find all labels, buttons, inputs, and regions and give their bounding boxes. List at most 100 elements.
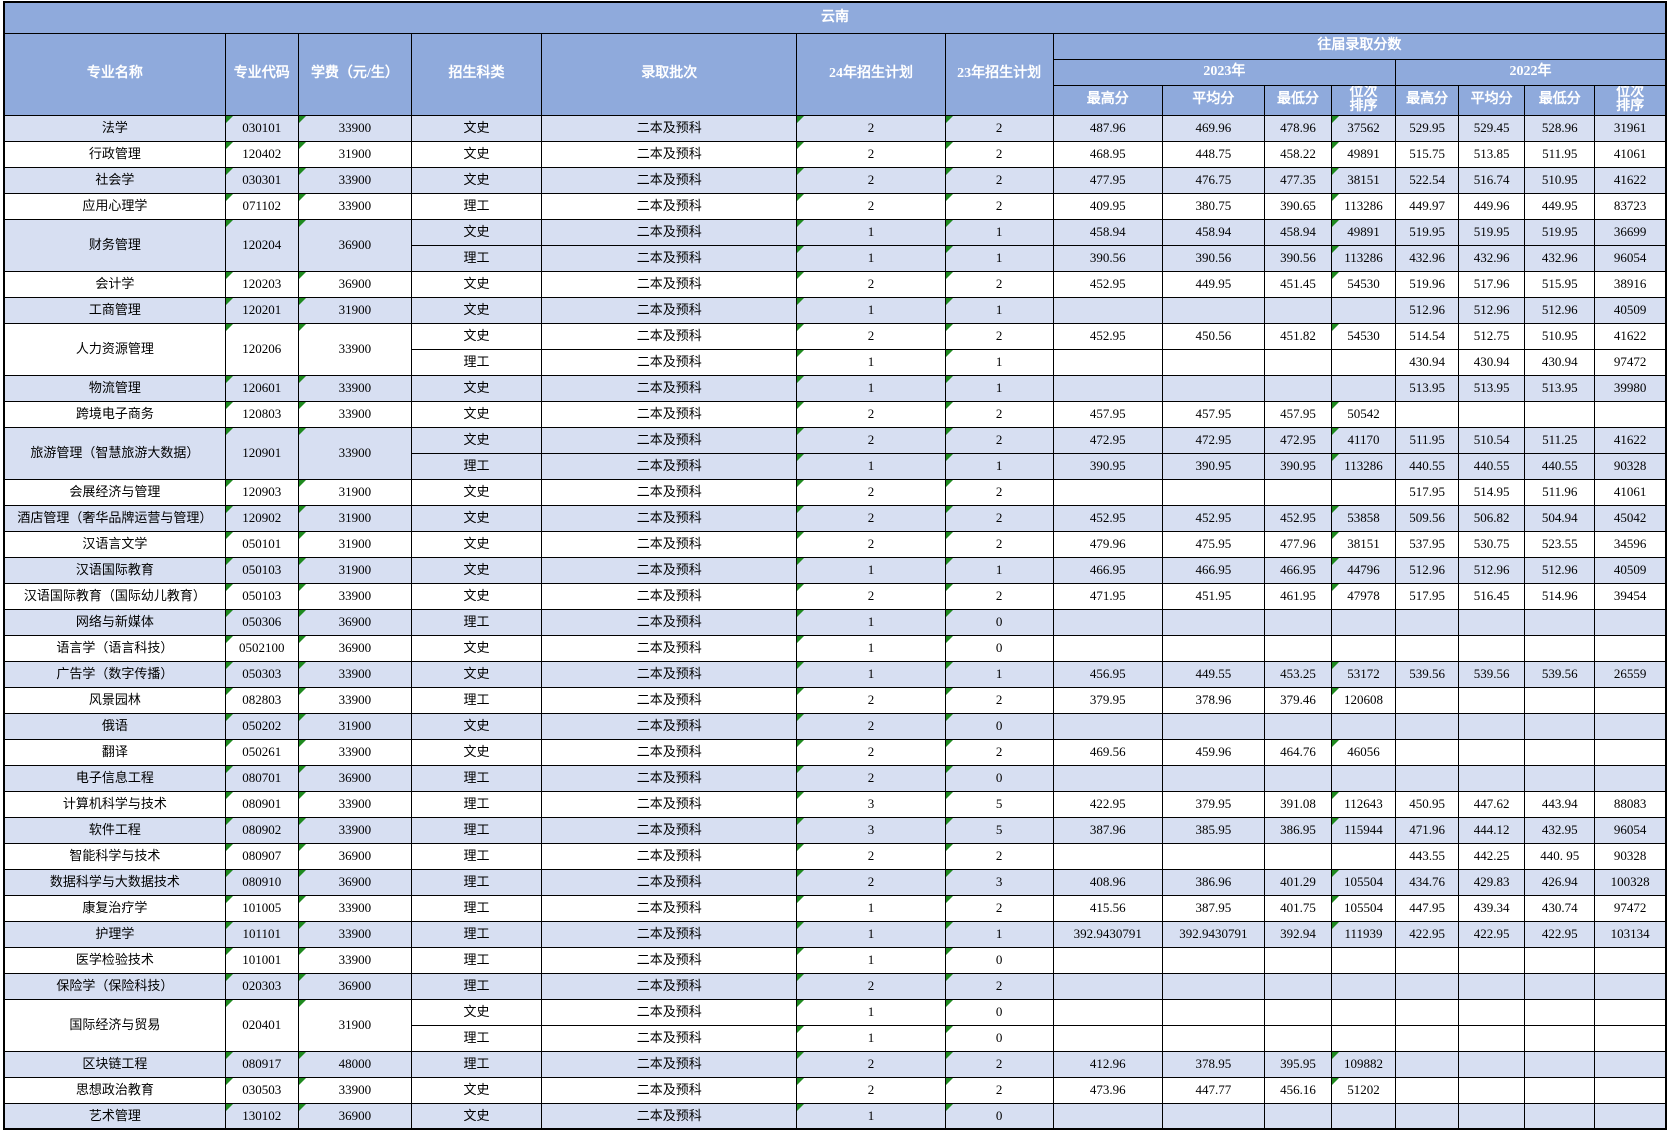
table-row: 社会学 030301 33900 文史 二本及预科 2 2 477.95 476.75 477.3… <box>3 166 1667 194</box>
plan23-cell: 2 <box>944 192 1054 220</box>
max-2022-cell: 539.56 <box>1395 660 1460 688</box>
avg-2022-cell: 539.56 <box>1458 660 1526 688</box>
major-code-cell: 101101 <box>224 920 299 948</box>
rank-2022-cell: 41061 <box>1594 478 1667 506</box>
min-2023-cell <box>1263 946 1333 974</box>
plan24-cell: 2 <box>796 140 946 168</box>
rank-2023-cell: 38151 <box>1330 530 1397 558</box>
avg-2023-cell: 448.75 <box>1161 140 1265 168</box>
rank-2022-cell: 45042 <box>1594 504 1667 532</box>
major-code-cell: 120902 <box>224 504 299 532</box>
subject-type-cell: 文史 <box>410 504 543 532</box>
tuition-cell: 33900 <box>297 946 412 974</box>
major-code-cell: 050103 <box>224 582 299 610</box>
subject-type-cell: 文史 <box>410 322 543 350</box>
table-row: 医学检验技术 101001 33900 理工 二本及预科 1 0 <box>3 946 1667 974</box>
avg-2023-cell <box>1161 764 1265 792</box>
min-2023-cell <box>1263 348 1333 376</box>
subject-type-cell: 文史 <box>410 218 543 246</box>
min-2022-cell: 430.74 <box>1524 894 1596 922</box>
min-2023-cell <box>1263 972 1333 1000</box>
max-2022-cell <box>1395 1024 1460 1052</box>
plan24-cell: 1 <box>796 296 946 324</box>
min-2022-cell <box>1524 998 1596 1026</box>
plan24-cell: 2 <box>796 868 946 896</box>
table-row: 计算机科学与技术 080901 33900 理工 二本及预科 3 5 422.95 379.95… <box>3 790 1667 818</box>
rank-2023-cell <box>1330 1102 1397 1130</box>
min-2023-cell: 461.95 <box>1263 582 1333 610</box>
major-code-cell: 050202 <box>224 712 299 740</box>
col-header-avg-2022: 平均分 <box>1458 84 1526 116</box>
subject-type-cell: 文史 <box>410 166 543 194</box>
subject-type-cell: 文史 <box>410 400 543 428</box>
plan23-cell: 1 <box>944 920 1054 948</box>
min-2022-cell: 443.94 <box>1524 790 1596 818</box>
plan23-cell: 0 <box>944 634 1054 662</box>
plan24-cell: 2 <box>796 712 946 740</box>
batch-cell: 二本及预科 <box>541 218 798 246</box>
avg-2023-cell <box>1161 374 1265 402</box>
plan24-cell: 1 <box>796 1102 946 1130</box>
subject-type-cell: 理工 <box>410 608 543 636</box>
subject-type-cell: 文史 <box>410 582 543 610</box>
plan24-cell: 2 <box>796 582 946 610</box>
max-2022-cell <box>1395 738 1460 766</box>
tuition-cell: 33900 <box>297 738 412 766</box>
tuition-cell: 31900 <box>297 998 412 1052</box>
tuition-cell: 33900 <box>297 582 412 610</box>
max-2022-cell: 522.54 <box>1395 166 1460 194</box>
rank-2022-cell: 97472 <box>1594 894 1667 922</box>
avg-2022-cell: 514.95 <box>1458 478 1526 506</box>
min-2023-cell <box>1263 634 1333 662</box>
major-code-cell: 080701 <box>224 764 299 792</box>
table-row: 汉语言文学 050101 31900 文史 二本及预科 2 2 479.96 475.95 477… <box>3 530 1667 558</box>
max-2022-cell <box>1395 1102 1460 1130</box>
min-2023-cell: 401.29 <box>1263 868 1333 896</box>
avg-2023-cell <box>1161 712 1265 740</box>
column-header-row: 专业名称 专业代码 学费（元/生） 招生科类 录取批次 24年招生计划 23年招… <box>3 32 1667 116</box>
max-2023-cell <box>1052 842 1163 870</box>
max-2022-cell: 449.97 <box>1395 192 1460 220</box>
avg-2023-cell: 380.75 <box>1161 192 1265 220</box>
plan23-cell: 1 <box>944 218 1054 246</box>
rank-2023-cell: 113286 <box>1330 192 1397 220</box>
major-name-cell: 会展经济与管理 <box>3 478 226 506</box>
plan23-cell: 2 <box>944 166 1054 194</box>
max-2023-cell: 379.95 <box>1052 686 1163 714</box>
major-name-cell: 计算机科学与技术 <box>3 790 226 818</box>
rank-2023-cell <box>1330 842 1397 870</box>
avg-2023-cell: 387.95 <box>1161 894 1265 922</box>
subject-type-cell: 文史 <box>410 426 543 454</box>
plan24-cell: 2 <box>796 738 946 766</box>
plan24-cell: 2 <box>796 166 946 194</box>
max-2023-cell <box>1052 478 1163 506</box>
avg-2022-cell: 422.95 <box>1458 920 1526 948</box>
avg-2023-cell: 450.56 <box>1161 322 1265 350</box>
rank-2022-cell: 41622 <box>1594 426 1667 454</box>
tuition-cell: 36900 <box>297 842 412 870</box>
avg-2022-cell <box>1458 738 1526 766</box>
tuition-cell: 31900 <box>297 530 412 558</box>
major-code-cell: 130102 <box>224 1102 299 1130</box>
rank-2023-cell <box>1330 1024 1397 1052</box>
rank-2023-cell: 47978 <box>1330 582 1397 610</box>
major-name-cell: 思想政治教育 <box>3 1076 226 1104</box>
min-2022-cell: 519.95 <box>1524 218 1596 246</box>
max-2023-cell <box>1052 764 1163 792</box>
avg-2023-cell: 392.9430791 <box>1161 920 1265 948</box>
rank-2023-cell: 49891 <box>1330 140 1397 168</box>
tuition-cell: 33900 <box>297 790 412 818</box>
batch-cell: 二本及预科 <box>541 348 798 376</box>
table-row: 语言学（语言科技） 0502100 36900 文史 二本及预科 1 0 <box>3 634 1667 662</box>
max-2023-cell: 415.56 <box>1052 894 1163 922</box>
rank-2023-cell <box>1330 634 1397 662</box>
min-2022-cell: 510.95 <box>1524 166 1596 194</box>
min-2022-cell <box>1524 634 1596 662</box>
max-2023-cell <box>1052 374 1163 402</box>
col-header-max-2022: 最高分 <box>1395 84 1460 116</box>
table-row: 翻译 050261 33900 文史 二本及预科 2 2 469.56 459.96 464.76… <box>3 738 1667 766</box>
rank-2023-cell: 50542 <box>1330 400 1397 428</box>
min-2023-cell <box>1263 1102 1333 1130</box>
min-2023-cell: 451.82 <box>1263 322 1333 350</box>
max-2022-cell: 443.55 <box>1395 842 1460 870</box>
